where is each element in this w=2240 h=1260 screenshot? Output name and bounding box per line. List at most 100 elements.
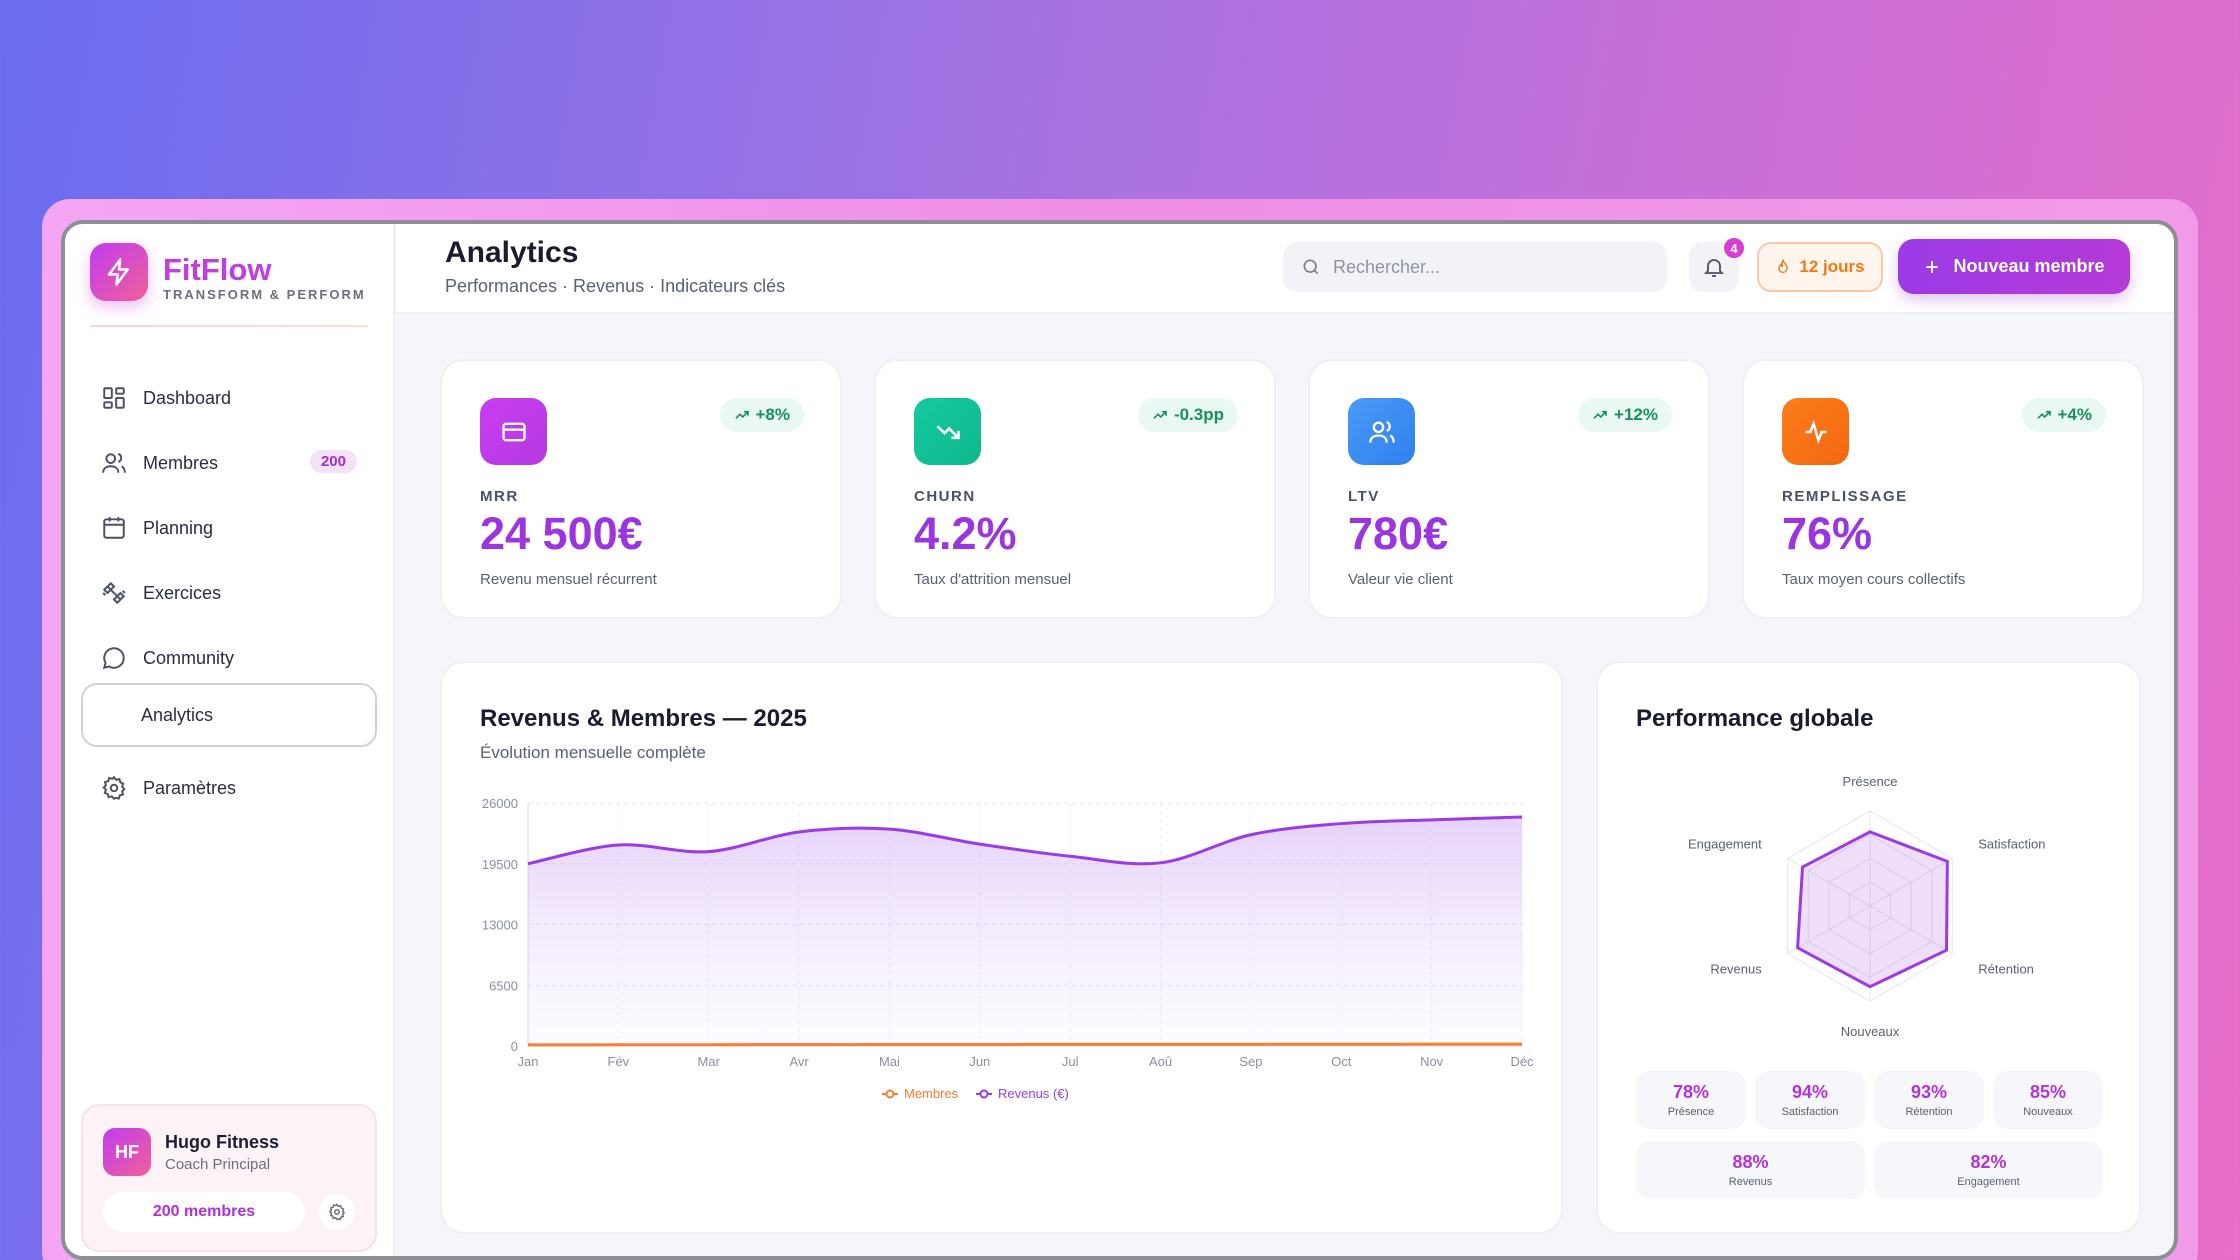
- kpi-value: 4.2%: [914, 508, 1017, 559]
- y-tick-label: 26000: [482, 796, 518, 811]
- stat-value: 85%: [2029, 1082, 2067, 1102]
- sidebar-item-label: Dashboard: [143, 387, 232, 408]
- new-member-button[interactable]: Nouveau membre: [1898, 239, 2130, 294]
- revenue-members-chart[interactable]: 0 6500 13000 19500 26000 Jan Fév Mar Avr Mai Jun Ju…: [442, 663, 1565, 1236]
- stat-value: 94%: [1791, 1082, 1829, 1102]
- stat-label: Rétention: [1905, 1106, 1953, 1118]
- trending-down-icon: [914, 398, 981, 465]
- kpi-card-ltv[interactable]: +12% LTV 780€ Valeur vie client: [1308, 359, 1710, 619]
- page-title: Analytics: [445, 236, 579, 269]
- stat-value: 93%: [1910, 1082, 1948, 1102]
- legend-item[interactable]: Membres: [882, 1086, 959, 1101]
- calendar-icon: [99, 513, 129, 543]
- kpi-label: CHURN: [914, 488, 976, 505]
- radar-spoke: [1869, 858, 1953, 907]
- divider: [90, 325, 368, 327]
- trending-up-icon: [2036, 410, 2051, 419]
- stat-label: Présence: [1667, 1106, 1715, 1118]
- x-tick-label: Avr: [789, 1054, 809, 1069]
- streak-label: 12 jours: [1799, 257, 1865, 276]
- stat-value: 82%: [1970, 1152, 2007, 1172]
- x-tick-label: Fév: [608, 1054, 630, 1069]
- card-icon: [480, 398, 547, 465]
- sidebar-item-exercices[interactable]: Exercices: [81, 563, 377, 623]
- radar-title: Performance globale: [1636, 705, 1874, 732]
- users-icon: [99, 448, 129, 478]
- streak-badge[interactable]: 12 jours: [1757, 242, 1883, 292]
- trend-value: +12%: [1614, 405, 1658, 424]
- sidebar-item-parametres[interactable]: Paramètres: [81, 758, 377, 818]
- x-tick-label: Nov: [1420, 1054, 1444, 1069]
- radar-axis-label: Satisfaction: [1978, 837, 2045, 852]
- kpi-card-churn[interactable]: -0.3pp CHURN 4.2% Taux d'attrition mensu…: [874, 359, 1276, 619]
- x-tick-label: Mai: [879, 1054, 900, 1069]
- bell-icon: [1703, 259, 1725, 277]
- plus-icon: [1926, 260, 1939, 273]
- kpi-description: Taux moyen cours collectifs: [1782, 571, 1966, 588]
- sidebar-item-community[interactable]: Community: [81, 628, 377, 688]
- members-count-pill[interactable]: 200 membres: [103, 1192, 305, 1232]
- y-tick-label: 6500: [489, 978, 518, 993]
- dashboard-icon: [99, 383, 129, 413]
- y-tick-label: 13000: [482, 918, 518, 933]
- bolt-icon: [107, 258, 129, 286]
- notifications-button[interactable]: 4: [1689, 236, 1746, 292]
- sidebar: FitFlow TRANSFORM & PERFORM Dashboard Me…: [65, 224, 395, 1256]
- stat-tile-engagement: 82% Engagement: [1874, 1141, 2103, 1199]
- radar-axis-label: Engagement: [1688, 837, 1762, 852]
- radar-axis-label: Rétention: [1978, 962, 2034, 977]
- legend-label: Revenus (€): [998, 1086, 1069, 1101]
- radar-spoke: [1869, 905, 1953, 954]
- x-tick-label: Déc: [1510, 1054, 1534, 1069]
- sidebar-item-dashboard[interactable]: Dashboard: [81, 368, 377, 428]
- trend-value: +4%: [2057, 405, 2093, 424]
- notification-count-badge: 4: [1722, 236, 1746, 260]
- trend-badge: +4%: [2021, 398, 2106, 432]
- stat-tile-nouveaux: 85% Nouveaux: [1993, 1071, 2103, 1129]
- logo[interactable]: [90, 243, 148, 301]
- chat-icon: [99, 643, 129, 673]
- x-tick-label: Jun: [969, 1054, 990, 1069]
- trend-value: -0.3pp: [1173, 405, 1224, 424]
- revenue-chart-card: Revenus & Membres — 2025 Évolution mensu…: [440, 661, 1563, 1234]
- gear-icon: [99, 773, 129, 803]
- kpi-card-remplissage[interactable]: +4% REMPLISSAGE 76% Taux moyen cours col…: [1742, 359, 2144, 619]
- flame-icon: [1778, 258, 1789, 273]
- sidebar-item-label: Exercices: [143, 582, 222, 603]
- legend-item[interactable]: Revenus (€): [976, 1086, 1069, 1101]
- search-icon: [1303, 259, 1319, 275]
- sidebar-item-planning[interactable]: Planning: [81, 498, 377, 558]
- sidebar-item-analytics[interactable]: Analytics: [81, 683, 377, 747]
- search-input[interactable]: Rechercher...: [1283, 242, 1667, 292]
- trend-value: +8%: [755, 405, 791, 424]
- app-window: FitFlow TRANSFORM & PERFORM Dashboard Me…: [61, 220, 2178, 1260]
- brand-tagline: TRANSFORM & PERFORM: [163, 287, 366, 302]
- stat-label: Engagement: [1957, 1176, 2020, 1188]
- stat-label: Satisfaction: [1781, 1106, 1839, 1118]
- avatar[interactable]: HF: [103, 1128, 151, 1176]
- series-line-revenus: [527, 815, 1523, 866]
- users-icon: [1348, 398, 1415, 465]
- page-subtitle: Performances · Revenus · Indicateurs clé…: [445, 276, 786, 296]
- legend-marker: [979, 1089, 989, 1099]
- stat-tile-présence: 78% Présence: [1636, 1071, 1746, 1129]
- gear-icon: [328, 1203, 346, 1221]
- stat-label: Revenus: [1728, 1176, 1773, 1188]
- kpi-label: MRR: [480, 488, 519, 505]
- radar-spoke: [1787, 905, 1871, 954]
- performance-radar-chart[interactable]: Présence Satisfaction Rétention Nouveaux Rev…: [1598, 663, 2143, 1083]
- kpi-card-mrr[interactable]: +8% MRR 24 500€ Revenu mensuel récurrent: [440, 359, 842, 619]
- search-placeholder: Rechercher...: [1333, 256, 1441, 277]
- trending-up-icon: [1153, 410, 1167, 419]
- top-header: Analytics Performances · Revenus · Indic…: [397, 224, 2174, 314]
- brand-name: FitFlow: [163, 252, 272, 287]
- sidebar-item-membres[interactable]: Membres 200: [81, 433, 377, 493]
- activity-icon: [1782, 398, 1849, 465]
- members-count-badge: 200: [309, 450, 357, 473]
- kpi-description: Revenu mensuel récurrent: [480, 571, 657, 588]
- kpi-label: REMPLISSAGE: [1782, 488, 1908, 505]
- radar-area: [1796, 830, 1949, 989]
- x-tick-label: Jul: [1062, 1054, 1079, 1069]
- trend-badge: +12%: [1578, 398, 1672, 432]
- profile-settings-button[interactable]: [319, 1194, 355, 1230]
